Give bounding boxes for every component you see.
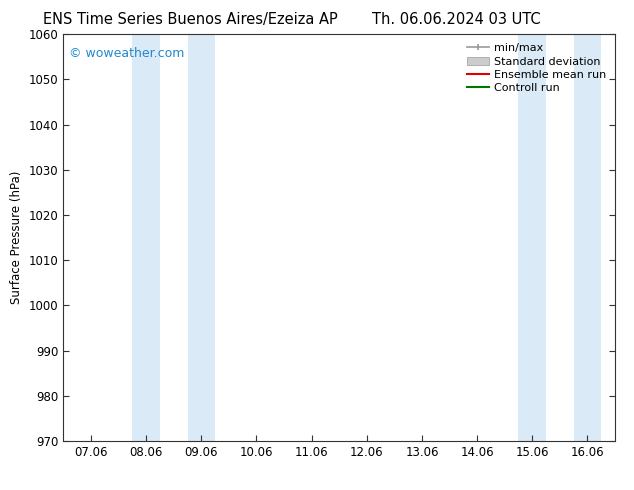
Text: Th. 06.06.2024 03 UTC: Th. 06.06.2024 03 UTC	[372, 12, 541, 27]
Bar	[519, 34, 546, 441]
Bar	[133, 34, 160, 441]
Text: ENS Time Series Buenos Aires/Ezeiza AP: ENS Time Series Buenos Aires/Ezeiza AP	[43, 12, 337, 27]
Bar	[188, 34, 215, 441]
Legend: min/max, Standard deviation, Ensemble mean run, Controll run: min/max, Standard deviation, Ensemble me…	[464, 40, 609, 97]
Bar	[574, 34, 601, 441]
Y-axis label: Surface Pressure (hPa): Surface Pressure (hPa)	[10, 171, 23, 304]
Text: © woweather.com: © woweather.com	[69, 47, 184, 59]
